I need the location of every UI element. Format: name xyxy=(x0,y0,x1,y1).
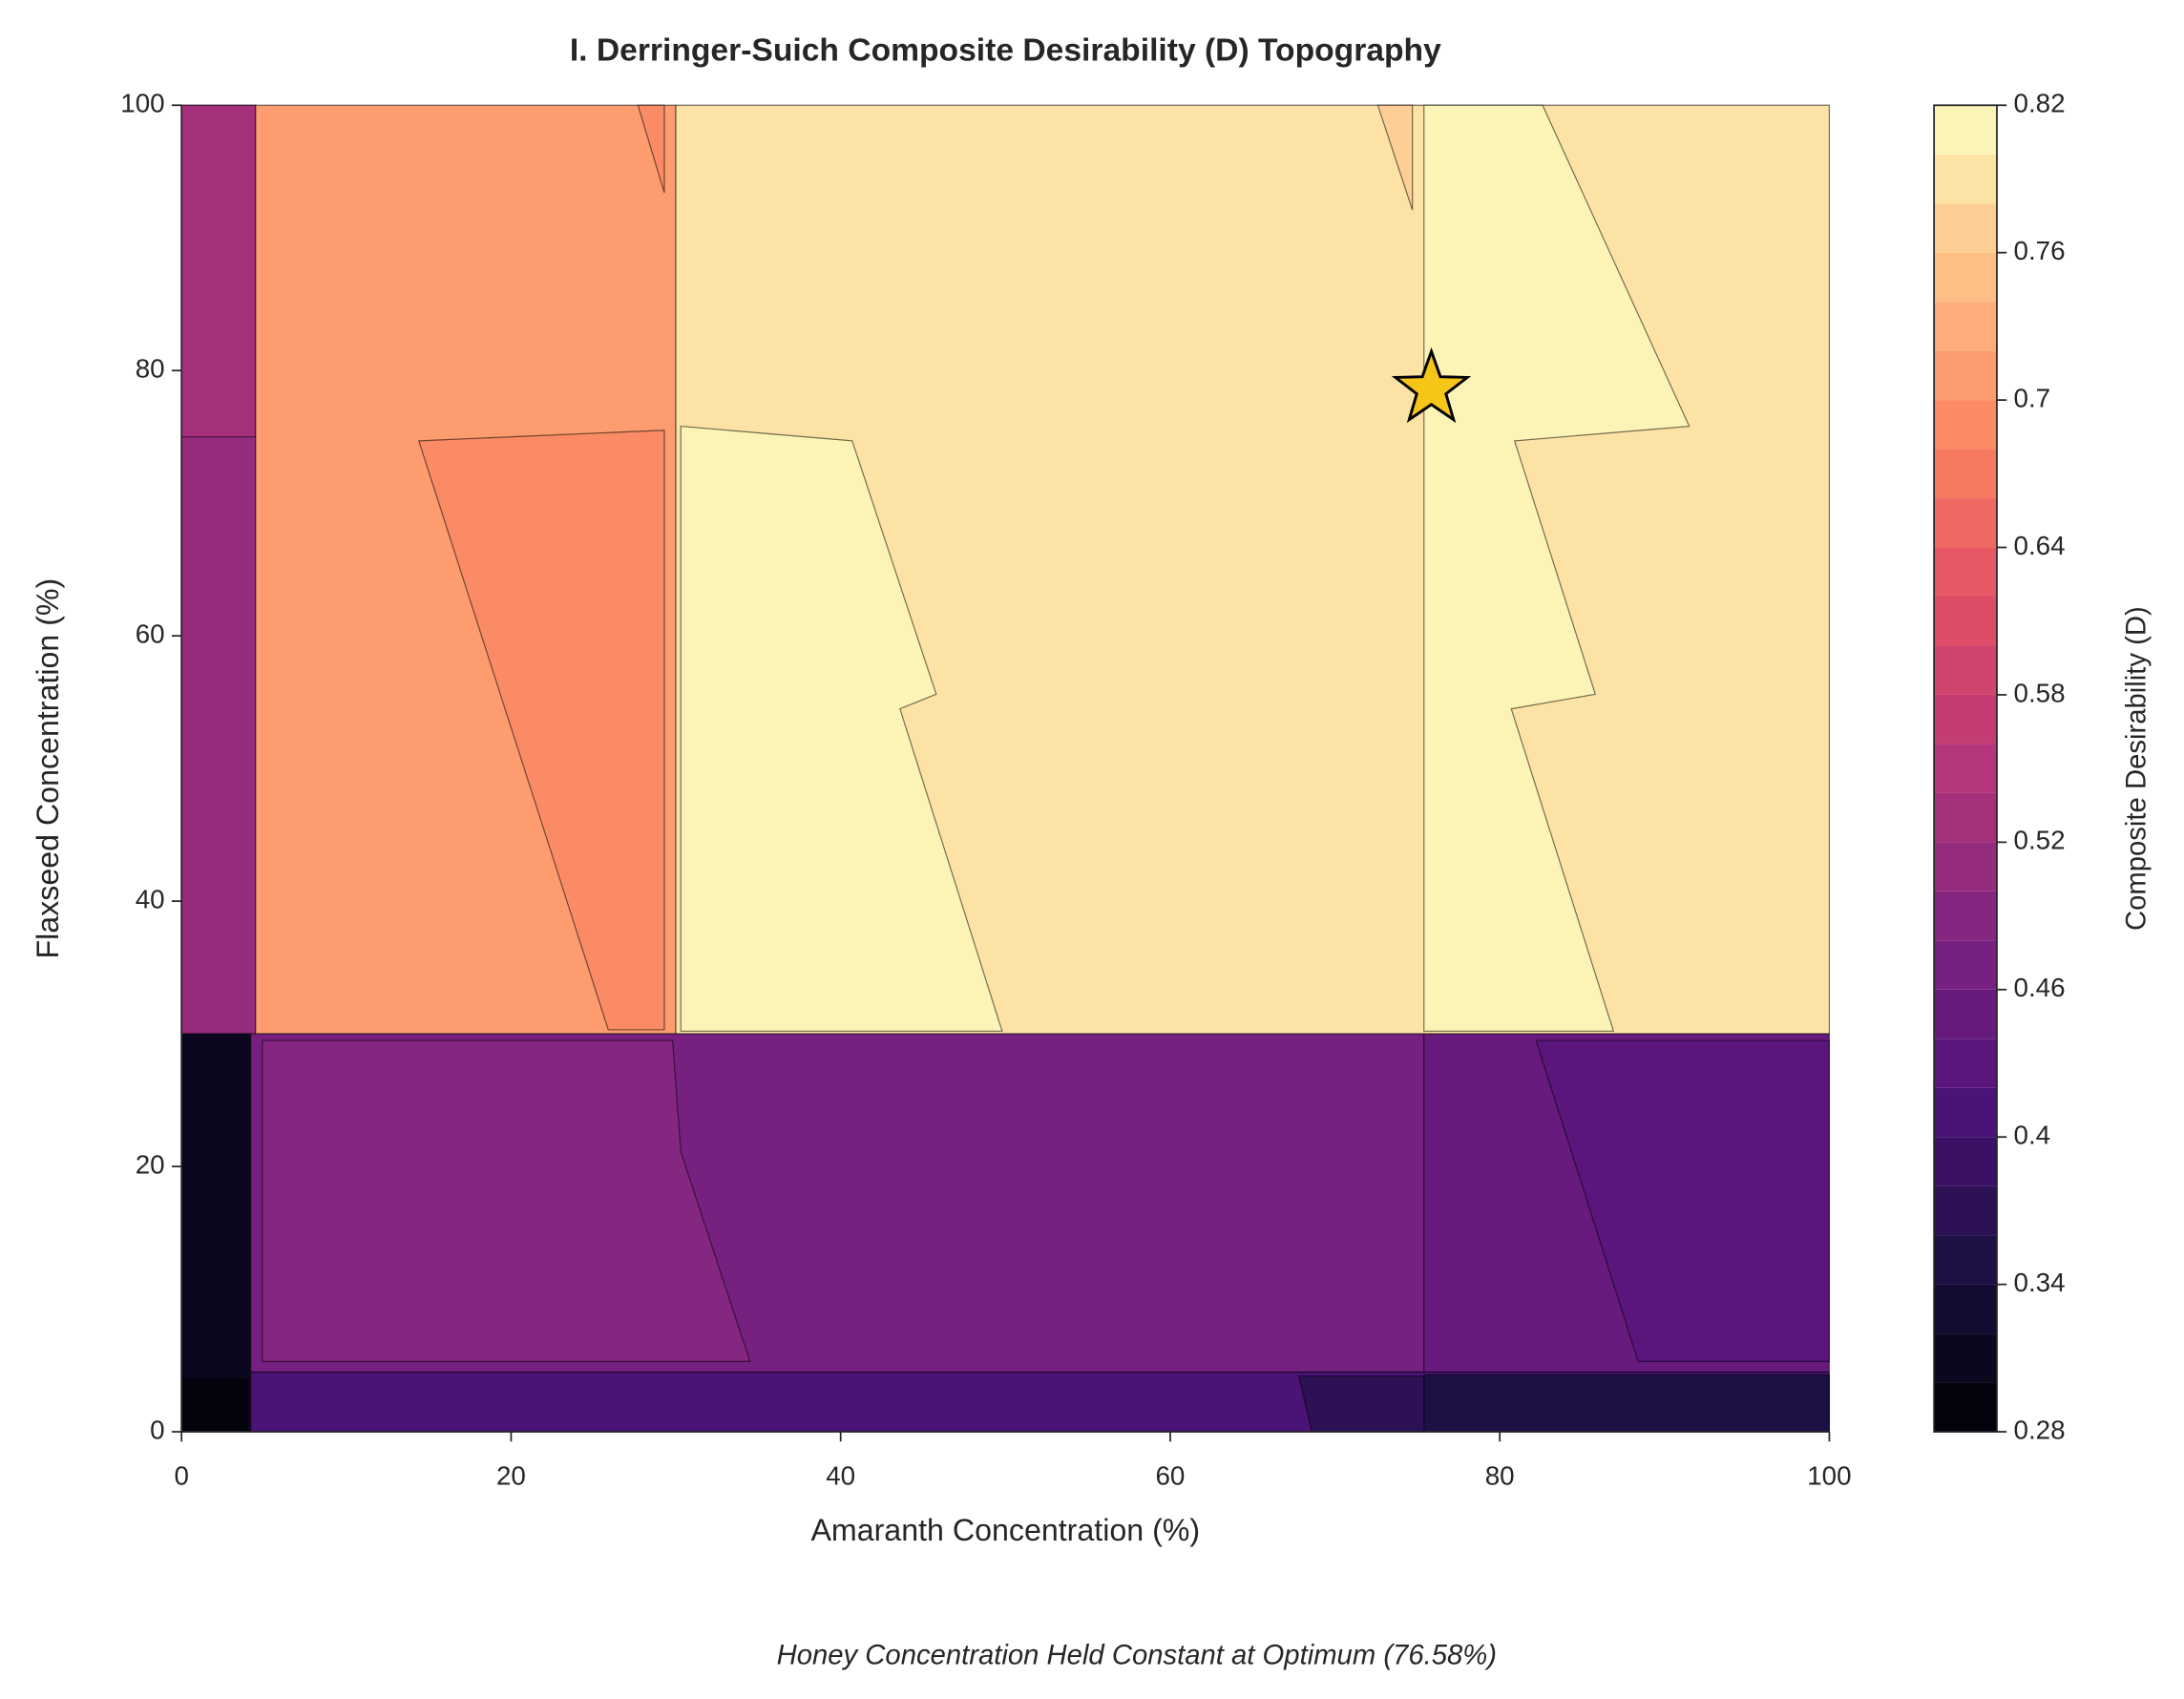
colorbar-tick-label: 0.52 xyxy=(2014,826,2066,855)
colorbar-band xyxy=(1934,1185,1997,1236)
contour-region xyxy=(262,1039,751,1362)
colorbar-band xyxy=(1934,1284,1997,1334)
x-tick-label: 0 xyxy=(174,1461,188,1491)
colorbar-band xyxy=(1934,154,1997,204)
colorbar-band xyxy=(1934,842,1997,891)
x-axis-label: Amaranth Concentration (%) xyxy=(810,1513,1200,1547)
colorbar-band xyxy=(1934,792,1997,843)
colorbar-band xyxy=(1934,252,1997,303)
contour-region xyxy=(180,1377,248,1433)
colorbar-band xyxy=(1934,1235,1997,1285)
colorbar-label: Composite Desirability (D) xyxy=(2121,606,2152,931)
x-tick-label: 80 xyxy=(1485,1461,1515,1491)
colorbar-tick-label: 0.4 xyxy=(2014,1121,2051,1150)
optimum-marker xyxy=(1391,346,1472,424)
colorbar-band xyxy=(1934,1333,1997,1383)
x-tick-label: 100 xyxy=(1807,1461,1851,1491)
contour-region xyxy=(180,1033,252,1433)
colorbar-tick-label: 0.7 xyxy=(2014,383,2051,412)
colorbar-band xyxy=(1934,400,1997,450)
colorbar-band xyxy=(1934,1382,1997,1433)
contour-region xyxy=(1376,104,1414,211)
colorbar-frame xyxy=(1933,104,1998,1433)
colorbar-band xyxy=(1934,694,1997,745)
colorbar-band xyxy=(1934,989,1997,1039)
y-axis-label: Flaxseed Concentration (%) xyxy=(31,578,65,959)
colorbar-band xyxy=(1934,498,1997,548)
colorbar-band xyxy=(1934,203,1997,253)
colorbar-tick-label: 0.64 xyxy=(2014,531,2066,560)
x-tick-label: 60 xyxy=(1155,1461,1185,1491)
contour-region xyxy=(1423,104,1690,1032)
colorbar-band xyxy=(1934,891,1997,941)
colorbar-band xyxy=(1934,105,1997,155)
colorbar-band xyxy=(1934,1038,1997,1088)
colorbar-band xyxy=(1934,547,1997,597)
colorbar-tick-label: 0.34 xyxy=(2014,1268,2066,1297)
y-tick-label: 40 xyxy=(136,884,165,913)
y-tick-label: 100 xyxy=(120,89,164,118)
colorbar-tick-label: 0.82 xyxy=(2014,89,2066,118)
colorbar-band xyxy=(1934,596,1997,646)
contour-region xyxy=(637,104,665,194)
contour-region xyxy=(417,430,665,1031)
colorbar-band xyxy=(1934,449,1997,499)
y-tick-label: 20 xyxy=(136,1149,165,1179)
colorbar-band xyxy=(1934,645,1997,695)
contour-region xyxy=(1535,1039,1831,1362)
colorbar-tick-label: 0.76 xyxy=(2014,236,2066,265)
colorbar-tick-label: 0.58 xyxy=(2014,678,2066,707)
colorbar-band xyxy=(1934,302,1997,351)
contour-region xyxy=(1423,1374,1831,1433)
y-tick-label: 60 xyxy=(136,619,165,649)
chart-title: I. Derringer-Suich Composite Desirabilit… xyxy=(570,33,1441,69)
colorbar-band xyxy=(1934,940,1997,990)
colorbar-tick-label: 0.28 xyxy=(2014,1415,2066,1444)
y-tick-label: 0 xyxy=(150,1415,164,1444)
x-tick-label: 20 xyxy=(496,1461,526,1491)
colorbar-tick-label: 0.46 xyxy=(2014,973,2066,1002)
x-tick-label: 40 xyxy=(826,1461,855,1491)
contour-region xyxy=(180,104,257,438)
colorbar-band xyxy=(1934,1087,1997,1138)
colorbar-band xyxy=(1934,350,1997,401)
y-tick-label: 80 xyxy=(136,354,165,384)
colorbar-band xyxy=(1934,744,1997,793)
footnote: Honey Concentration Held Constant at Opt… xyxy=(777,1640,1497,1670)
colorbar-band xyxy=(1934,1137,1997,1186)
contour-region xyxy=(680,425,1003,1032)
